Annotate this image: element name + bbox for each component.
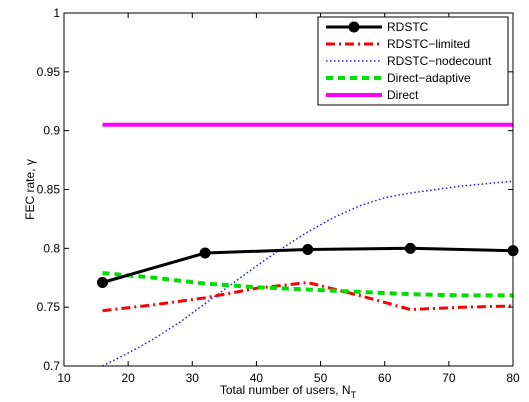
series-point <box>404 242 416 254</box>
tick-layer: 10 20 30 40 50 60 70 80 0.7 0.75 0.8 0.85 0.9 0.95 1 <box>37 6 520 385</box>
x-tick-label: 40 <box>250 371 264 385</box>
legend-label: Direct−adaptive <box>387 71 471 85</box>
y-tick-label: 0.75 <box>37 300 61 314</box>
x-axis-label-subscript: T <box>351 390 357 400</box>
series-point <box>199 247 211 259</box>
legend-label: RDSTC−limited <box>387 37 470 51</box>
x-tick-label: 70 <box>442 371 456 385</box>
y-tick-label: 0.8 <box>43 241 60 255</box>
series-line <box>102 271 513 298</box>
x-tick-label: 20 <box>121 371 135 385</box>
series-point <box>96 276 108 288</box>
legend-label: RDSTC−nodecount <box>387 54 492 68</box>
y-tick-label: 0.7 <box>43 359 60 373</box>
x-tick-label: 50 <box>314 371 328 385</box>
series-layer <box>96 122 519 367</box>
x-tick-label: 30 <box>186 371 200 385</box>
legend-box <box>317 16 509 106</box>
series-line <box>102 281 514 313</box>
x-tick-label: 60 <box>378 371 392 385</box>
legend-label: Direct <box>387 88 419 102</box>
y-tick-label: 0.9 <box>43 124 60 138</box>
x-tick-label: 10 <box>57 371 71 385</box>
legend: RDSTC RDSTC−limited RDSTC−nodecount Direct−… <box>317 16 509 106</box>
y-tick-label: 1 <box>53 6 60 20</box>
y-axis-label: FEC rate, γ <box>23 159 37 220</box>
y-tick-label: 0.95 <box>37 65 61 79</box>
x-tick-label: 80 <box>506 371 520 385</box>
legend-label: RDSTC <box>387 20 429 34</box>
legend-marker <box>348 21 360 33</box>
series-point <box>302 244 314 256</box>
x-axis-label: Total number of users, NT <box>220 383 357 400</box>
y-tick-label: 0.85 <box>37 183 61 197</box>
